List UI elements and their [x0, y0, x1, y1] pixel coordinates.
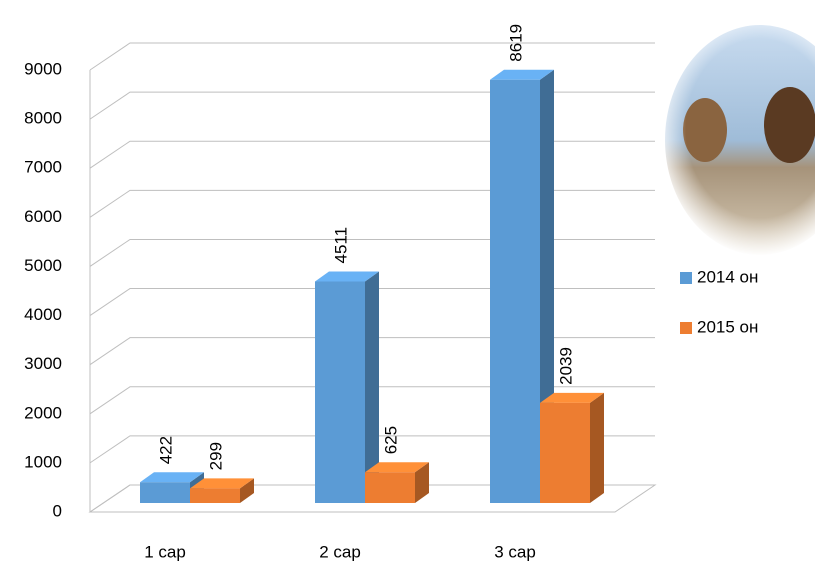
legend-label: 2014 он — [697, 267, 758, 286]
y-tick-label: 9000 — [24, 59, 62, 78]
x-tick-label: 2 сар — [319, 542, 361, 561]
bar-face — [490, 69, 554, 80]
bar-face — [190, 488, 240, 503]
bar-face — [140, 472, 204, 483]
grid-line — [89, 189, 655, 218]
bar-face — [365, 472, 415, 503]
grid-line — [89, 238, 655, 267]
bar — [315, 271, 379, 503]
y-tick-label: 2000 — [24, 403, 62, 422]
value-label: 8619 — [506, 24, 525, 62]
legend-swatch — [680, 272, 692, 284]
bar-face — [590, 392, 604, 503]
grid-line — [89, 288, 655, 316]
bar-face — [415, 462, 429, 503]
value-label: 625 — [381, 426, 400, 454]
grid-line — [89, 91, 655, 120]
y-tick-label: 0 — [53, 501, 62, 520]
grid-line — [89, 386, 655, 415]
bar — [540, 392, 604, 503]
bar — [365, 462, 429, 503]
value-label: 299 — [206, 442, 225, 470]
grid-line — [89, 42, 655, 71]
grid-line — [89, 337, 655, 366]
bar-face — [240, 478, 254, 503]
legend-swatch — [680, 322, 692, 334]
y-tick-label: 1000 — [24, 452, 62, 471]
y-tick-label: 8000 — [24, 109, 62, 128]
value-label: 2039 — [556, 347, 575, 385]
bar-face — [540, 392, 604, 403]
bar-face — [365, 462, 429, 473]
value-label: 422 — [156, 436, 175, 464]
y-tick-label: 3000 — [24, 354, 62, 373]
bar-face — [365, 271, 379, 503]
x-tick-label: 3 сар — [494, 542, 536, 561]
y-tick-label: 7000 — [24, 158, 62, 177]
grid-line — [89, 484, 655, 513]
bar-face — [540, 402, 590, 503]
bar-face — [315, 281, 365, 503]
grid-line — [89, 140, 655, 169]
value-label: 4511 — [331, 227, 350, 264]
y-tick-label: 4000 — [24, 305, 62, 324]
bar-face — [190, 478, 254, 489]
bar-face — [540, 69, 554, 503]
bar-face — [140, 482, 190, 503]
bar — [190, 478, 254, 503]
legend-label: 2015 он — [697, 317, 758, 336]
x-tick-label: 1 сар — [144, 542, 186, 561]
y-tick-label: 6000 — [24, 207, 62, 226]
decorative-photo — [664, 24, 815, 256]
grid-line — [89, 435, 655, 464]
bar-face — [315, 271, 379, 282]
bar-face — [490, 79, 540, 503]
bar — [490, 69, 554, 503]
y-tick-label: 5000 — [24, 256, 62, 275]
